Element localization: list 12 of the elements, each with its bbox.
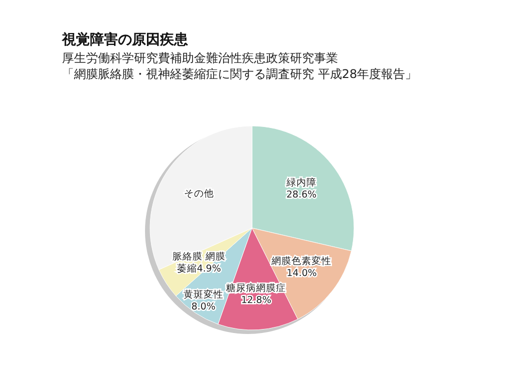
- slice-label: 緑内障: [285, 176, 316, 189]
- data-label: 28.6%: [286, 190, 317, 201]
- data-label: 12.8%: [241, 295, 272, 306]
- data-label: 8.0%: [191, 301, 216, 312]
- chart-subtitle: 厚生労働科学研究費補助金難治性疾患政策研究事業: [62, 51, 338, 65]
- text: 「網膜脈絡膜・視神経萎縮症に関する調査研究 平成28年度報告」: [62, 67, 418, 81]
- slice-label: 黄斑変性: [183, 288, 224, 300]
- slice-label: その他: [184, 188, 214, 200]
- slice-label: 網膜色素変性: [270, 255, 332, 268]
- chart-title: 視覚障害の原因疾患: [61, 31, 189, 48]
- data-label: 14.0%: [286, 268, 317, 280]
- slice-label: 脈絡膜 網膜萎縮4.9%: [172, 250, 226, 274]
